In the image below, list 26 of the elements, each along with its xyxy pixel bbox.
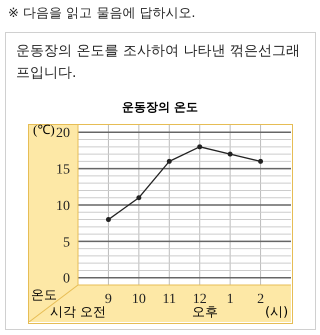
x-axis-title: (시) xyxy=(265,304,288,321)
x-tick-label: 10 xyxy=(132,292,146,307)
y-tick-label: 0 xyxy=(63,272,70,287)
x-tick-label: 2 xyxy=(257,292,264,307)
x-tick-label: 12 xyxy=(192,292,207,307)
point xyxy=(197,144,202,150)
text: 온도 xyxy=(31,287,57,304)
text: ※ 다음을 읽고 물음에 답하시오. xyxy=(8,5,196,22)
x-tick-label: 11 xyxy=(162,292,176,307)
point xyxy=(106,217,111,222)
text: 오후 xyxy=(192,304,218,321)
y-tick-label: 15 xyxy=(56,162,70,178)
y-tick-label: 10 xyxy=(56,198,70,214)
point xyxy=(228,152,233,157)
chart-title: 운동장의 온도 xyxy=(120,99,200,116)
x-tick-label: 9 xyxy=(104,292,112,307)
text: 운동장의 온도를 조사하여 나타낸 꺾은선그래프입니다. xyxy=(16,42,301,83)
y-tick-label: 20 xyxy=(56,126,70,142)
y-tick-label: 5 xyxy=(63,235,70,250)
text: 오전 xyxy=(80,304,106,321)
x-tick-label: 1 xyxy=(226,292,234,307)
point xyxy=(166,158,172,164)
point xyxy=(136,195,142,200)
y-axis-title: (℃) xyxy=(33,121,55,138)
point xyxy=(258,158,264,164)
text: 시각 xyxy=(50,304,76,321)
